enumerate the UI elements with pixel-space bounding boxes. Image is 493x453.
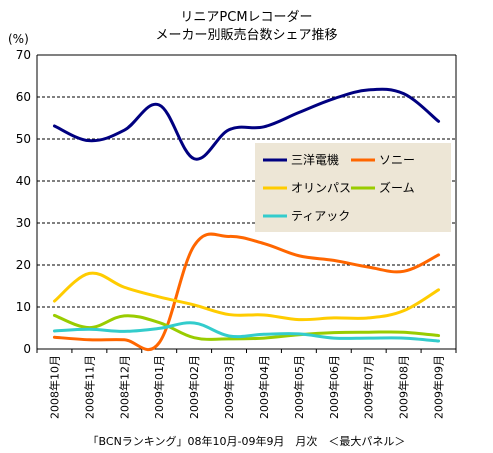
x-tick-label-7: 2009年05月 bbox=[292, 355, 306, 419]
axes bbox=[36, 54, 457, 353]
y-tick-label-70: 70 bbox=[16, 48, 31, 62]
legend-label-1: ソニー bbox=[379, 153, 415, 167]
y-tick-label-30: 30 bbox=[16, 216, 31, 230]
x-tick-label-2: 2008年12月 bbox=[117, 355, 131, 419]
legend-label-0: 三洋電機 bbox=[291, 152, 339, 167]
source-note: 「BCNランキング」08年10月-09年9月 月次 ＜最大パネル＞ bbox=[87, 435, 406, 448]
y-tick-label-10: 10 bbox=[16, 300, 31, 314]
legend-label-3: ズーム bbox=[379, 180, 415, 195]
series-line-0 bbox=[52, 87, 441, 161]
y-tick-label-20: 20 bbox=[16, 258, 31, 272]
chart-title: リニアPCMレコーダー bbox=[180, 10, 313, 25]
y-tick-label-60: 60 bbox=[16, 90, 31, 104]
x-tick-label-11: 2009年09月 bbox=[432, 355, 446, 419]
y-tick-label-50: 50 bbox=[16, 132, 31, 146]
x-tick-label-0: 2008年10月 bbox=[47, 355, 61, 419]
x-tick-label-9: 2009年07月 bbox=[362, 355, 376, 419]
legend-label-4: ティアック bbox=[291, 209, 350, 223]
x-tick-labels: 2008年10月 2008年11月 2008年12月 2009年01月 2009年02月… bbox=[47, 355, 445, 419]
series-line-2 bbox=[52, 271, 441, 322]
series-line-3 bbox=[52, 313, 441, 341]
series-line-1 bbox=[52, 232, 441, 351]
x-tick-label-10: 2009年08月 bbox=[397, 355, 411, 419]
x-tick-label-6: 2009年04月 bbox=[257, 355, 271, 419]
series-line-4 bbox=[52, 321, 441, 343]
y-tick-label-40: 40 bbox=[16, 174, 31, 188]
y-axis-unit-label: (%) bbox=[8, 32, 29, 46]
x-tick-label-5: 2009年03月 bbox=[222, 355, 236, 419]
x-tick-label-1: 2008年11月 bbox=[82, 355, 96, 419]
x-tick-label-8: 2009年06月 bbox=[327, 355, 341, 419]
series-lines bbox=[52, 87, 441, 351]
y-tick-label-0: 0 bbox=[23, 342, 31, 356]
legend-label-2: オリンパス bbox=[291, 181, 351, 195]
y-tick-labels: 0 10 20 30 40 50 60 70 bbox=[16, 48, 31, 356]
x-tick-label-4: 2009年02月 bbox=[187, 355, 201, 419]
x-tick-label-3: 2009年01月 bbox=[152, 355, 166, 419]
chart-subtitle: メーカー別販売台数シェア推移 bbox=[155, 28, 338, 43]
